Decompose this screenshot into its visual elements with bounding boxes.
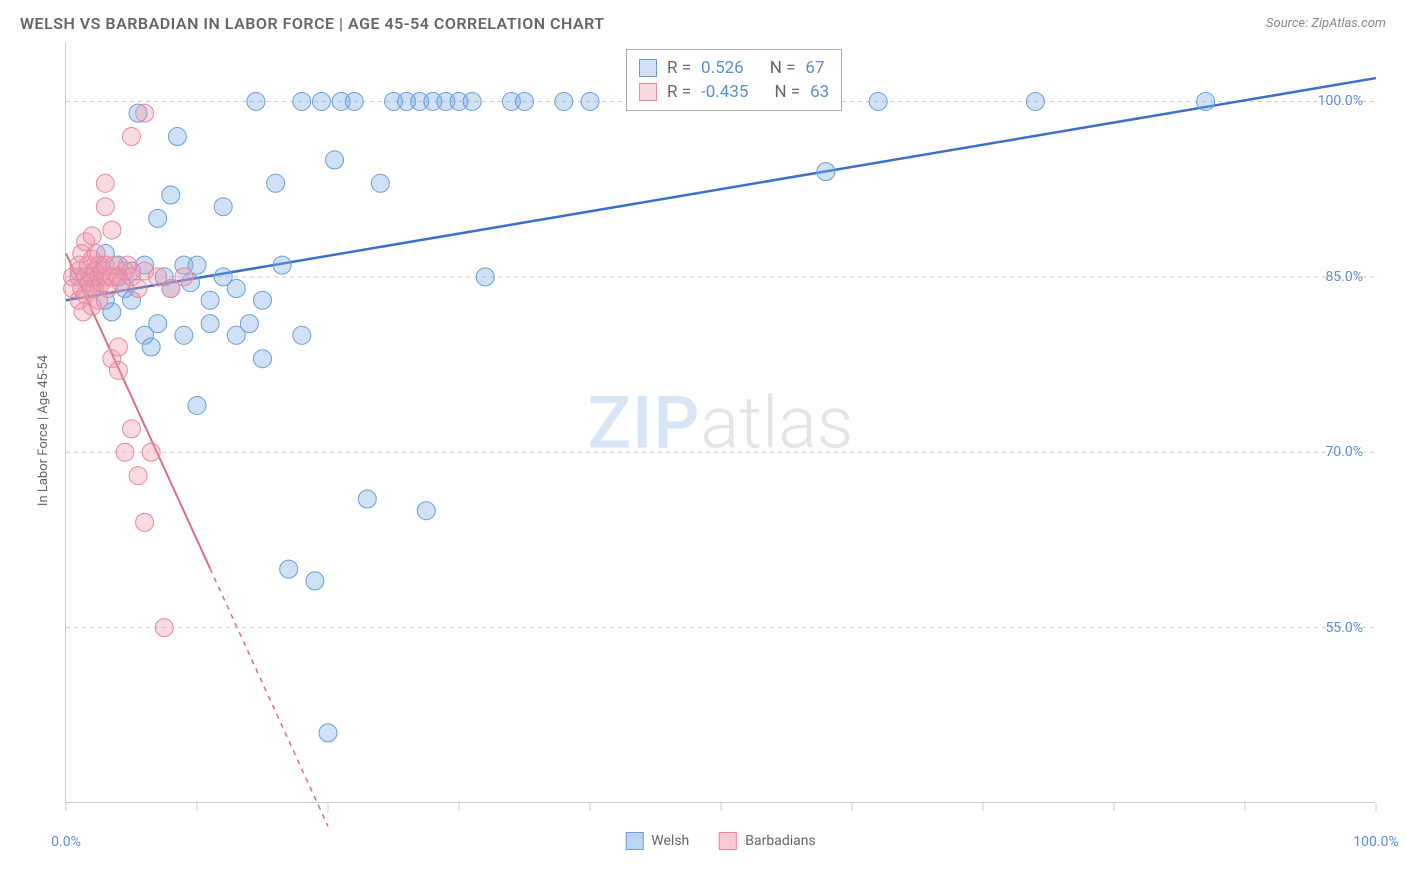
scatter-point bbox=[581, 92, 599, 110]
scatter-point bbox=[175, 326, 193, 344]
scatter-point bbox=[149, 315, 167, 333]
chart-title: WELSH VS BARBADIAN IN LABOR FORCE | AGE … bbox=[20, 14, 605, 33]
stats-n-value: 63 bbox=[810, 82, 829, 102]
scatter-point bbox=[142, 338, 160, 356]
legend-swatch bbox=[719, 832, 737, 850]
stats-swatch bbox=[639, 59, 657, 77]
scatter-point bbox=[103, 221, 121, 239]
trend-line-dashed bbox=[210, 569, 328, 827]
stats-n-value: 67 bbox=[805, 58, 824, 78]
stats-r-label: R = bbox=[667, 82, 691, 102]
chart-header: WELSH VS BARBADIAN IN LABOR FORCE | AGE … bbox=[0, 0, 1406, 43]
scatter-point bbox=[273, 256, 291, 274]
scatter-point bbox=[129, 280, 147, 298]
scatter-point bbox=[175, 268, 193, 286]
scatter-point bbox=[240, 315, 258, 333]
stats-row: R = 0.526 N = 67 bbox=[639, 56, 829, 80]
scatter-point bbox=[201, 291, 219, 309]
scatter-point bbox=[417, 502, 435, 520]
scatter-point bbox=[116, 443, 134, 461]
x-tick-label: 100.0% bbox=[1353, 834, 1398, 850]
scatter-point bbox=[96, 174, 114, 192]
scatter-point bbox=[463, 92, 481, 110]
bottom-legend: Welsh Barbadians bbox=[625, 832, 815, 850]
scatter-point bbox=[109, 338, 127, 356]
scatter-point bbox=[371, 174, 389, 192]
scatter-point bbox=[129, 467, 147, 485]
y-axis-zone: In Labor Force | Age 45-54 bbox=[20, 43, 65, 803]
y-tick-label: 55.0% bbox=[1325, 620, 1363, 636]
stats-r-value: -0.435 bbox=[701, 82, 748, 102]
stats-swatch bbox=[639, 83, 657, 101]
scatter-point bbox=[162, 186, 180, 204]
y-axis-label: In Labor Force | Age 45-54 bbox=[36, 355, 51, 506]
scatter-point bbox=[293, 326, 311, 344]
scatter-point bbox=[201, 315, 219, 333]
scatter-point bbox=[123, 420, 141, 438]
plot-area: ZIPatlas R =0.526N =67R =-0.435N =63 Wel… bbox=[65, 43, 1375, 803]
stats-n-label: N = bbox=[774, 82, 800, 102]
scatter-point bbox=[306, 572, 324, 590]
scatter-point bbox=[123, 128, 141, 146]
stats-n-label: N = bbox=[770, 58, 796, 78]
scatter-point bbox=[326, 151, 344, 169]
scatter-point bbox=[280, 560, 298, 578]
scatter-point bbox=[476, 268, 494, 286]
legend-item: Welsh bbox=[625, 832, 689, 850]
scatter-point bbox=[358, 490, 376, 508]
scatter-point bbox=[142, 443, 160, 461]
y-tick-label: 70.0% bbox=[1325, 444, 1363, 460]
scatter-point bbox=[227, 280, 245, 298]
stats-r-label: R = bbox=[667, 58, 691, 78]
scatter-point bbox=[83, 227, 101, 245]
scatter-point bbox=[96, 198, 114, 216]
scatter-point bbox=[247, 92, 265, 110]
scatter-point bbox=[869, 92, 887, 110]
stats-r-value: 0.526 bbox=[701, 58, 744, 78]
legend-label: Welsh bbox=[651, 833, 689, 849]
scatter-point bbox=[155, 619, 173, 637]
legend-label: Barbadians bbox=[745, 833, 815, 849]
scatter-point bbox=[267, 174, 285, 192]
scatter-point bbox=[136, 513, 154, 531]
scatter-point bbox=[319, 724, 337, 742]
scatter-point bbox=[1026, 92, 1044, 110]
scatter-point bbox=[817, 163, 835, 181]
stats-row: R = -0.435 N = 63 bbox=[639, 80, 829, 104]
scatter-point bbox=[168, 128, 186, 146]
scatter-point bbox=[254, 350, 272, 368]
y-tick-label: 85.0% bbox=[1325, 269, 1363, 285]
scatter-point bbox=[188, 396, 206, 414]
scatter-point bbox=[293, 92, 311, 110]
source-label: Source: ZipAtlas.com bbox=[1266, 16, 1386, 31]
trend-line bbox=[66, 78, 1376, 300]
legend-item: Barbadians bbox=[719, 832, 815, 850]
scatter-point bbox=[254, 291, 272, 309]
scatter-point bbox=[136, 104, 154, 122]
scatter-point bbox=[149, 209, 167, 227]
scatter-point bbox=[1197, 92, 1215, 110]
y-tick-label: 100.0% bbox=[1318, 93, 1363, 109]
scatter-point bbox=[555, 92, 573, 110]
x-tick-label: 0.0% bbox=[51, 834, 81, 850]
plot-svg bbox=[66, 43, 1376, 803]
stats-box: R =0.526N =67R =-0.435N =63 bbox=[626, 49, 842, 111]
scatter-point bbox=[312, 92, 330, 110]
scatter-point bbox=[345, 92, 363, 110]
scatter-point bbox=[109, 361, 127, 379]
scatter-point bbox=[214, 198, 232, 216]
scatter-point bbox=[516, 92, 534, 110]
legend-swatch bbox=[625, 832, 643, 850]
